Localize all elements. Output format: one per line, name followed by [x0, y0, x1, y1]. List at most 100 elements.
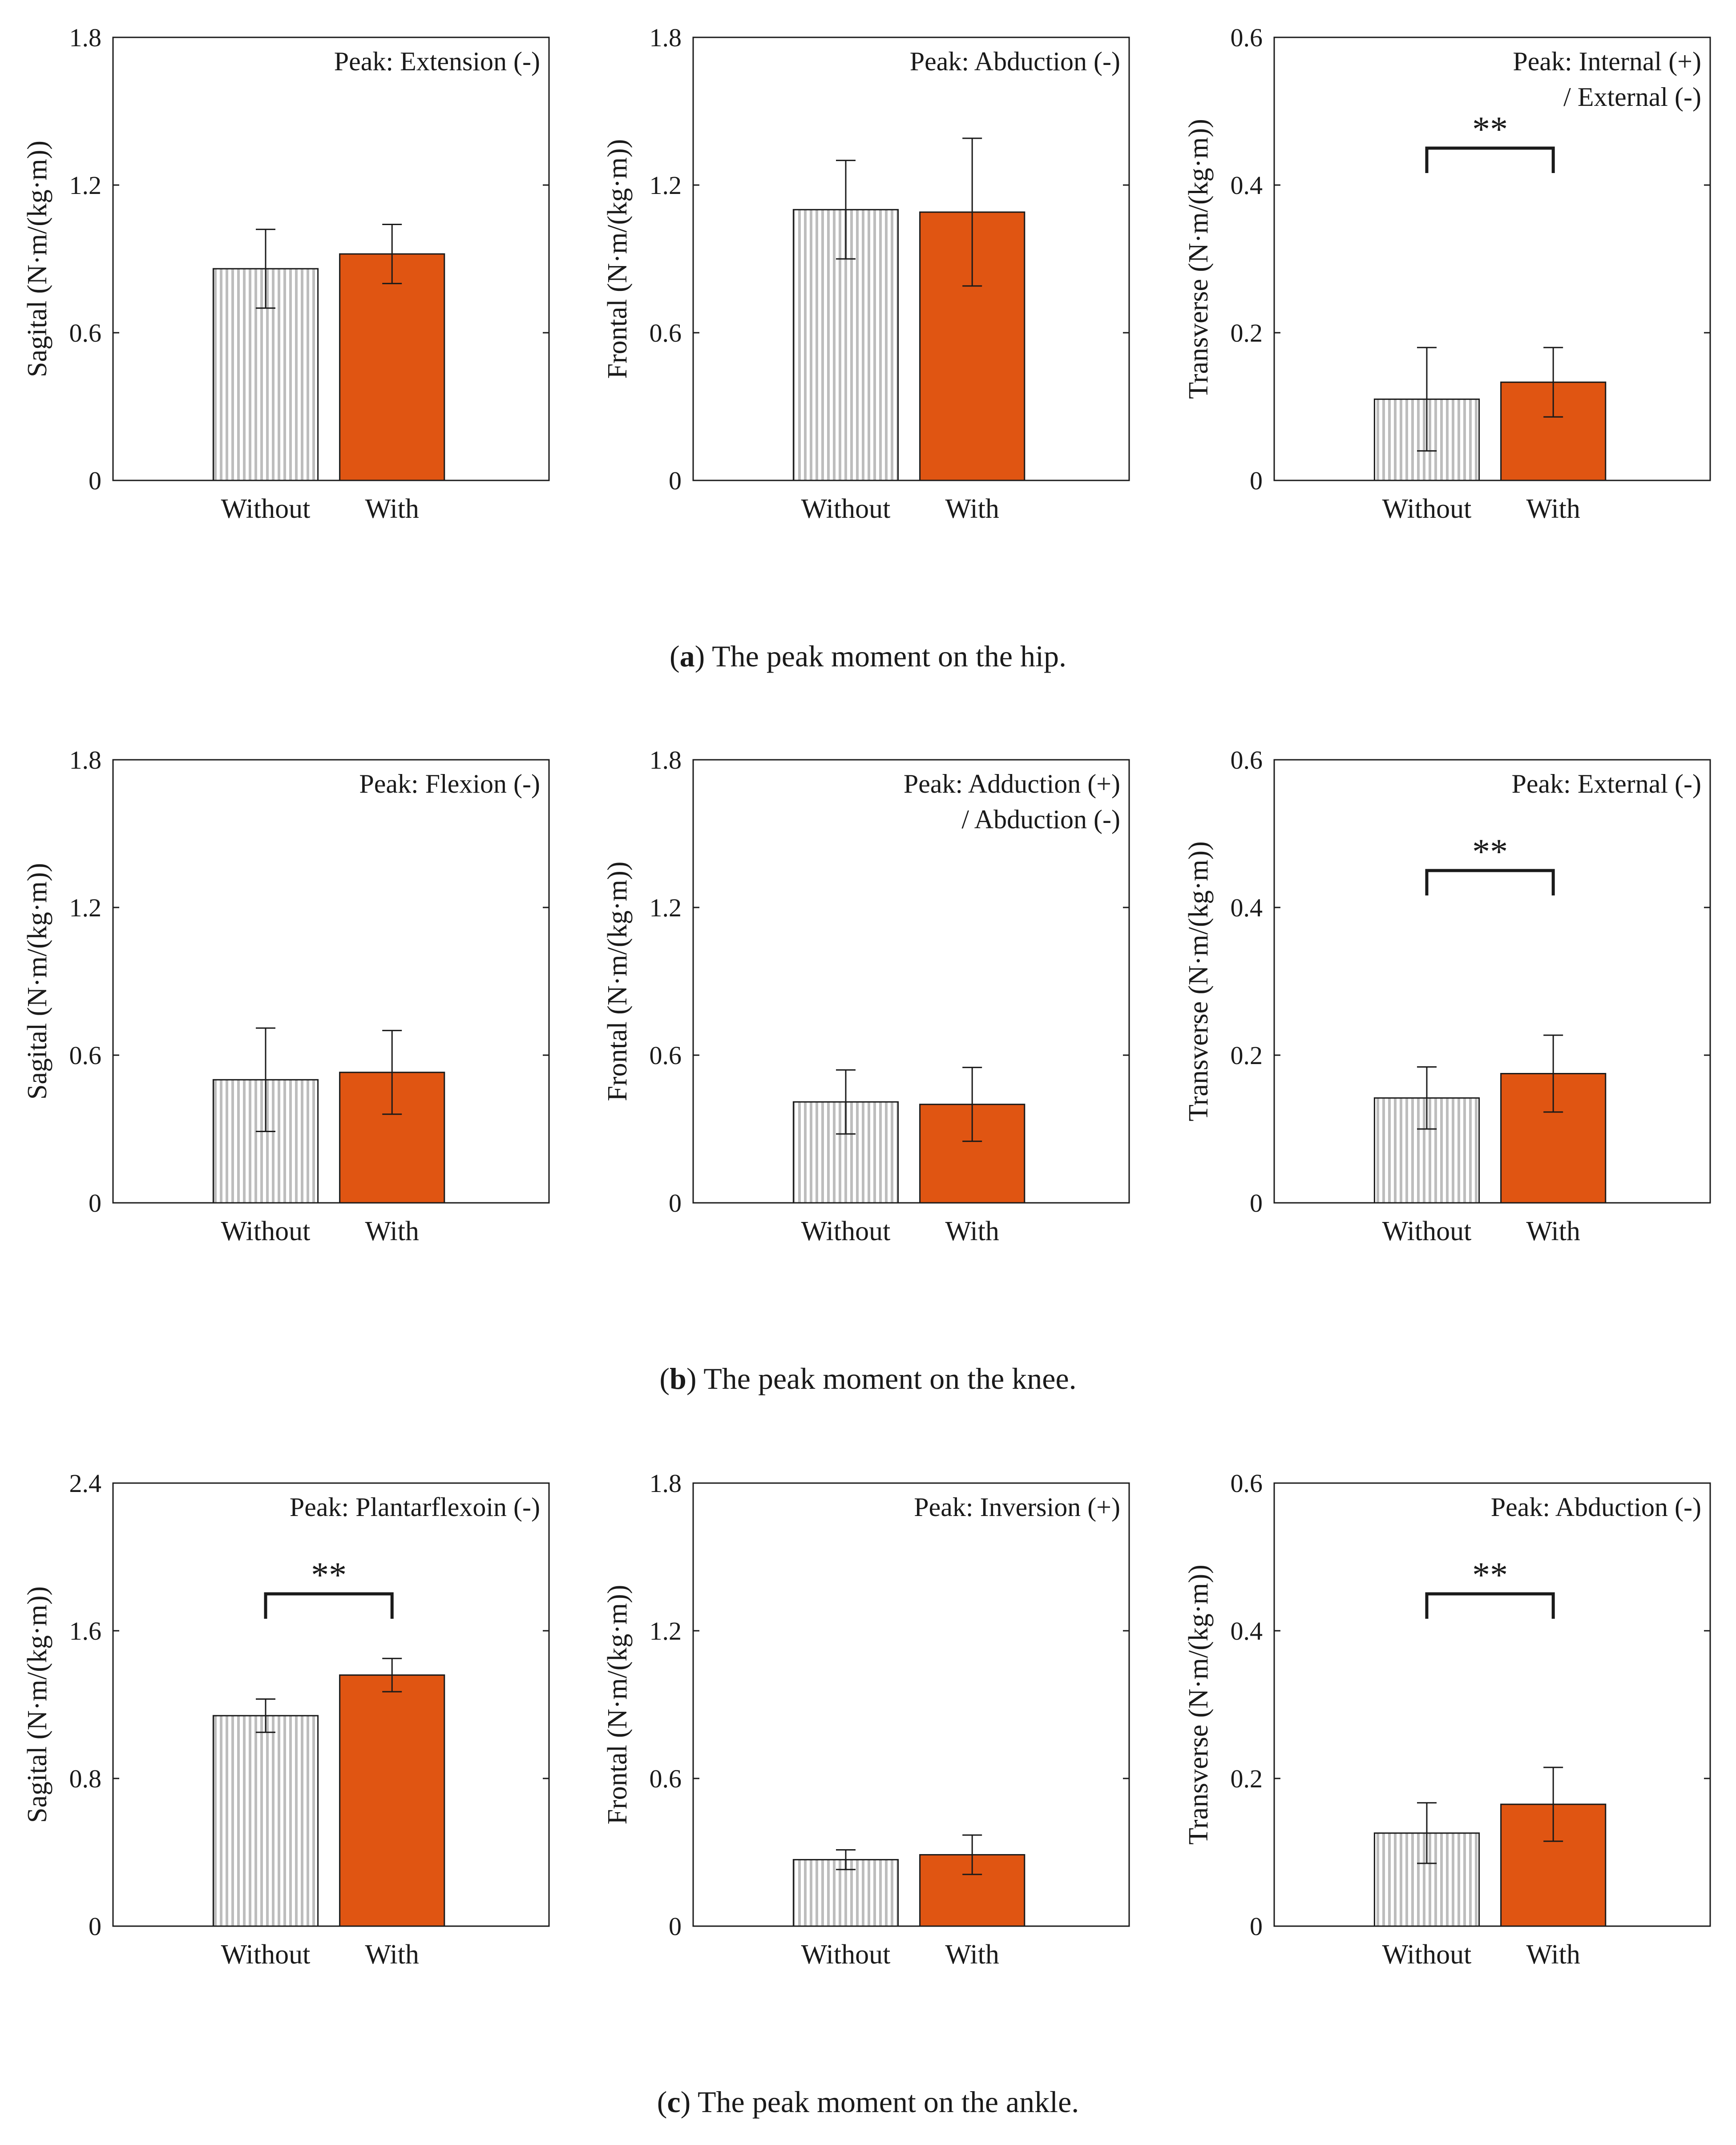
x-category-label: With	[1526, 1939, 1580, 1970]
y-tick-label: 0.4	[1231, 171, 1263, 200]
y-tick-label: 0.8	[69, 1764, 102, 1793]
y-tick-label: 0.6	[1231, 746, 1263, 774]
plot-frame	[1273, 36, 1711, 481]
x-category-label: Without	[801, 1939, 891, 1970]
y-tick-label: 1.8	[69, 746, 102, 774]
y-tick-label: 0.6	[1231, 1469, 1263, 1498]
chart-hip-2: 0 0.2 0.4 0.6 Transverse (N·m/(kg·m)) Without…	[1183, 23, 1711, 524]
significance-label: **	[311, 1556, 347, 1595]
chart-hip-1: 0 0.6 1.2 1.8 Frontal (N·m/(kg·m)) Without Wit…	[602, 23, 1130, 524]
captions-group: (a) The peak moment on the hip.(b) The p…	[657, 639, 1079, 2119]
chart-knee-2: 0 0.2 0.4 0.6 Transverse (N·m/(kg·m)) Without…	[1183, 746, 1711, 1246]
significance-bracket	[264, 1592, 394, 1619]
peak-annotation: Peak: Plantarflexoin (-)	[290, 1492, 540, 1522]
chart-ankle-1: 0 0.6 1.2 1.8 Frontal (N·m/(kg·m)) Without Wit…	[602, 1469, 1130, 1970]
plot-frame	[1273, 1482, 1711, 1927]
x-category-label: Without	[1382, 494, 1472, 524]
y-tick-label: 1.8	[650, 1469, 682, 1498]
peak-annotation: Peak: Abduction (-)	[1491, 1492, 1701, 1522]
plot-frame	[112, 759, 550, 1204]
caption-paren-open: (	[670, 639, 680, 673]
caption-letter: a	[680, 639, 695, 673]
y-tick-label: 1.2	[650, 893, 682, 922]
y-tick-label: 0.6	[650, 319, 682, 347]
x-category-label: Without	[1382, 1216, 1472, 1246]
charts-group: 0 0.6 1.2 1.8 Sagital (N·m/(kg·m)) Without Wit…	[22, 23, 1711, 1970]
y-tick-label: 1.2	[69, 171, 102, 200]
x-category-label: With	[945, 1216, 999, 1246]
peak-annotation: Peak: Internal (+)	[1513, 47, 1701, 76]
significance-bracket	[1425, 1592, 1555, 1619]
plot-frame	[1273, 759, 1711, 1204]
significance-label: **	[1472, 110, 1508, 149]
y-tick-label: 0	[1250, 466, 1263, 495]
y-tick-label: 0	[89, 466, 101, 495]
y-tick-label: 0.6	[69, 319, 102, 347]
y-tick-label: 1.6	[69, 1617, 102, 1645]
y-axis-label: Sagital (N·m/(kg·m))	[22, 141, 52, 377]
y-axis-label: Sagital (N·m/(kg·m))	[22, 1586, 52, 1823]
y-tick-label: 0.6	[69, 1041, 102, 1070]
x-category-label: Without	[801, 494, 891, 524]
subfigure-caption: (c) The peak moment on the ankle.	[657, 2085, 1079, 2119]
x-category-label: Without	[221, 494, 311, 524]
y-axis-label: Transverse (N·m/(kg·m))	[1183, 119, 1214, 399]
x-category-label: With	[365, 1216, 419, 1246]
subfigure-caption: (b) The peak moment on the knee.	[659, 1362, 1076, 1395]
bar-with	[339, 1674, 445, 1927]
y-axis-label: Transverse (N·m/(kg·m))	[1183, 1564, 1214, 1845]
y-axis-label: Transverse (N·m/(kg·m))	[1183, 841, 1214, 1121]
plot-frame	[692, 36, 1130, 481]
caption-letter: b	[670, 1362, 686, 1395]
y-tick-label: 0	[1250, 1189, 1263, 1218]
x-category-label: With	[1526, 494, 1580, 524]
significance-label: **	[1472, 832, 1508, 871]
x-category-label: Without	[221, 1216, 311, 1246]
chart-ankle-0: 0 0.8 1.6 2.4 Sagital (N·m/(kg·m)) Without Wit…	[22, 1469, 550, 1970]
significance-bracket	[1425, 869, 1555, 895]
peak-annotation: / Abduction (-)	[961, 805, 1120, 834]
plot-frame	[112, 1482, 550, 1927]
chart-ankle-2: 0 0.2 0.4 0.6 Transverse (N·m/(kg·m)) Without…	[1183, 1469, 1711, 1970]
peak-annotation: / External (-)	[1563, 82, 1701, 112]
y-tick-label: 1.2	[650, 171, 682, 200]
y-tick-label: 0	[1250, 1912, 1263, 1941]
plot-frame	[112, 36, 550, 481]
x-category-label: With	[1526, 1216, 1580, 1246]
peak-annotation: Peak: Inversion (+)	[914, 1492, 1120, 1522]
caption-letter: c	[667, 2085, 680, 2119]
x-category-label: With	[365, 1939, 419, 1970]
chart-knee-1: 0 0.6 1.2 1.8 Frontal (N·m/(kg·m)) Without Wit…	[602, 746, 1130, 1246]
y-tick-label: 2.4	[69, 1469, 102, 1498]
chart-knee-0: 0 0.6 1.2 1.8 Sagital (N·m/(kg·m)) Without Wit…	[22, 746, 550, 1246]
caption-paren-open: (	[659, 1362, 670, 1395]
significance-bracket	[1425, 146, 1555, 173]
x-category-label: Without	[801, 1216, 891, 1246]
y-axis-label: Frontal (N·m/(kg·m))	[602, 139, 633, 379]
x-category-label: Without	[221, 1939, 311, 1970]
y-tick-label: 0.4	[1231, 1617, 1263, 1645]
caption-paren-open: (	[657, 2085, 667, 2119]
caption-paren-close: )	[686, 1362, 703, 1395]
peak-annotation: Peak: Adduction (+)	[904, 769, 1120, 798]
y-tick-label: 1.8	[650, 23, 682, 52]
peak-annotation: Peak: External (-)	[1512, 769, 1701, 798]
y-tick-label: 0.2	[1231, 1041, 1263, 1070]
y-tick-label: 0.2	[1231, 319, 1263, 347]
caption-text: The peak moment on the knee.	[703, 1362, 1076, 1395]
y-tick-label: 1.8	[650, 746, 682, 774]
y-tick-label: 0	[669, 1912, 682, 1941]
y-axis-label: Frontal (N·m/(kg·m))	[602, 862, 633, 1101]
y-tick-label: 0.4	[1231, 893, 1263, 922]
caption-paren-close: )	[695, 639, 712, 673]
y-tick-label: 0	[669, 466, 682, 495]
peak-annotation: Peak: Flexion (-)	[359, 769, 540, 798]
x-category-label: With	[945, 494, 999, 524]
x-category-label: With	[945, 1939, 999, 1970]
y-tick-label: 1.2	[69, 893, 102, 922]
x-category-label: With	[365, 494, 419, 524]
caption-paren-close: )	[681, 2085, 698, 2119]
subfigure-caption: (a) The peak moment on the hip.	[670, 639, 1066, 673]
caption-text: The peak moment on the hip.	[712, 639, 1066, 673]
